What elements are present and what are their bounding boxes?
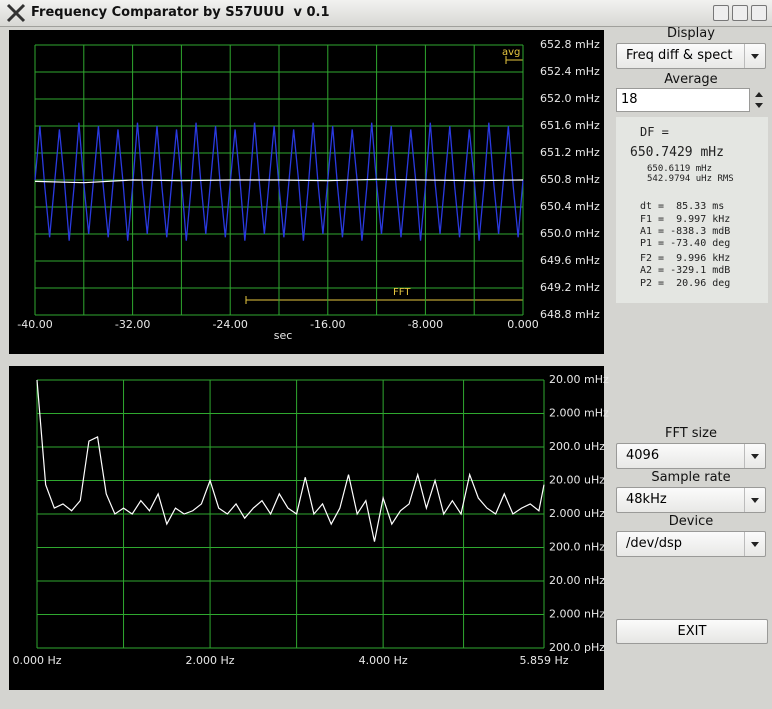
x-tick-label: -24.00 <box>212 318 247 331</box>
annotation: FFT <box>393 287 411 298</box>
y-tick-label: 652.4 mHz <box>540 65 600 78</box>
title-bar: Frequency Comparator by S57UUU v 0.1 <box>0 0 772 27</box>
x-tick-label: -40.00 <box>17 318 52 331</box>
readout: 542.9794 uHz RMS <box>647 174 734 184</box>
y-tick-label: 652.0 mHz <box>540 92 600 105</box>
y-tick-label: 200.0 nHz <box>549 541 605 554</box>
fft-size-select[interactable]: 4096 <box>616 443 766 469</box>
y-tick-label: 648.8 mHz <box>540 308 600 321</box>
x-tick-label: -8.000 <box>408 318 443 331</box>
sample-rate-value: 48kHz <box>626 492 667 507</box>
sample-rate-label: Sample rate <box>651 470 731 485</box>
data-line <box>34 122 524 241</box>
readout: A1 = -838.3 mdB <box>640 226 731 237</box>
y-tick-label: 651.2 mHz <box>540 146 600 159</box>
readout: F2 = 9.996 kHz <box>640 253 731 264</box>
display-value: Freq diff & spect <box>626 48 733 63</box>
y-tick-label: 651.6 mHz <box>540 119 600 132</box>
x-tick-label: 2.000 Hz <box>186 654 235 667</box>
readout: A2 = -329.1 mdB <box>640 265 731 276</box>
minimize-button[interactable] <box>713 5 729 21</box>
y-tick-label: 2.000 nHz <box>549 608 605 621</box>
exit-button[interactable]: EXIT <box>616 619 768 644</box>
x-tick-label: -16.00 <box>310 318 345 331</box>
display-label: Display <box>667 26 715 41</box>
y-tick-label: 649.2 mHz <box>540 281 600 294</box>
readout: 650.6119 mHz <box>647 164 713 174</box>
maximize-button[interactable] <box>732 5 748 21</box>
y-tick-label: 2.000 uHz <box>549 507 605 520</box>
device-select[interactable]: /dev/dsp <box>616 531 766 557</box>
y-tick-label: 200.0 uHz <box>549 440 605 453</box>
y-tick-label: 652.8 mHz <box>540 38 600 51</box>
readout: dt = 85.33 ms <box>640 201 725 212</box>
y-tick-label: 20.00 nHz <box>549 574 605 587</box>
readout: P2 = 20.96 deg <box>640 278 731 289</box>
x-axis-label: sec <box>274 329 293 342</box>
fft-size-label: FFT size <box>664 426 717 441</box>
window-title: Frequency Comparator by S57UUU v 0.1 <box>31 5 330 20</box>
y-tick-label: 649.6 mHz <box>540 254 600 267</box>
average-spinner[interactable] <box>752 88 766 112</box>
y-tick-label: 650.8 mHz <box>540 173 600 186</box>
device-value: /dev/dsp <box>626 536 682 551</box>
x-tick-label: 0.000 <box>507 318 539 331</box>
readout-box: DF = 650.7429 mHz 650.6119 mHz 542.9794 … <box>616 117 768 303</box>
y-tick-label: 200.0 pHz <box>549 641 605 654</box>
sample-rate-select[interactable]: 48kHz <box>616 487 766 513</box>
readout: F1 = 9.997 kHz <box>640 214 731 225</box>
y-tick-label: 20.00 uHz <box>549 474 605 487</box>
data-line <box>36 379 545 542</box>
data-line <box>34 178 524 184</box>
display-select[interactable]: Freq diff & spect <box>616 43 766 69</box>
x-tick-label: 0.000 Hz <box>12 654 61 667</box>
readout: DF = <box>640 125 669 139</box>
y-tick-label: 650.0 mHz <box>540 227 600 240</box>
average-input[interactable]: 18 <box>616 88 750 112</box>
average-label: Average <box>664 72 718 87</box>
y-tick-label: 20.00 mHz <box>549 373 609 386</box>
y-tick-label: 2.000 mHz <box>549 407 609 420</box>
top-plot-panel <box>9 30 604 354</box>
x-tick-label: 4.000 Hz <box>359 654 408 667</box>
x-tick-label: 5.859 Hz <box>519 654 568 667</box>
readout: P1 = -73.40 deg <box>640 238 731 249</box>
average-value: 18 <box>621 92 638 107</box>
plots: 648.8 mHz 649.2 mHz 649.6 mHz 650.0 mHz 650.… <box>9 30 609 690</box>
x-tick-label: -32.00 <box>115 318 150 331</box>
close-button[interactable] <box>751 5 767 21</box>
bottom-plot-panel <box>9 366 604 690</box>
fft-size-value: 4096 <box>626 448 660 463</box>
y-tick-label: 650.4 mHz <box>540 200 600 213</box>
annotation: avg <box>502 47 520 58</box>
readout: 650.7429 mHz <box>630 145 724 160</box>
app-icon <box>6 3 26 23</box>
device-label: Device <box>668 514 714 529</box>
